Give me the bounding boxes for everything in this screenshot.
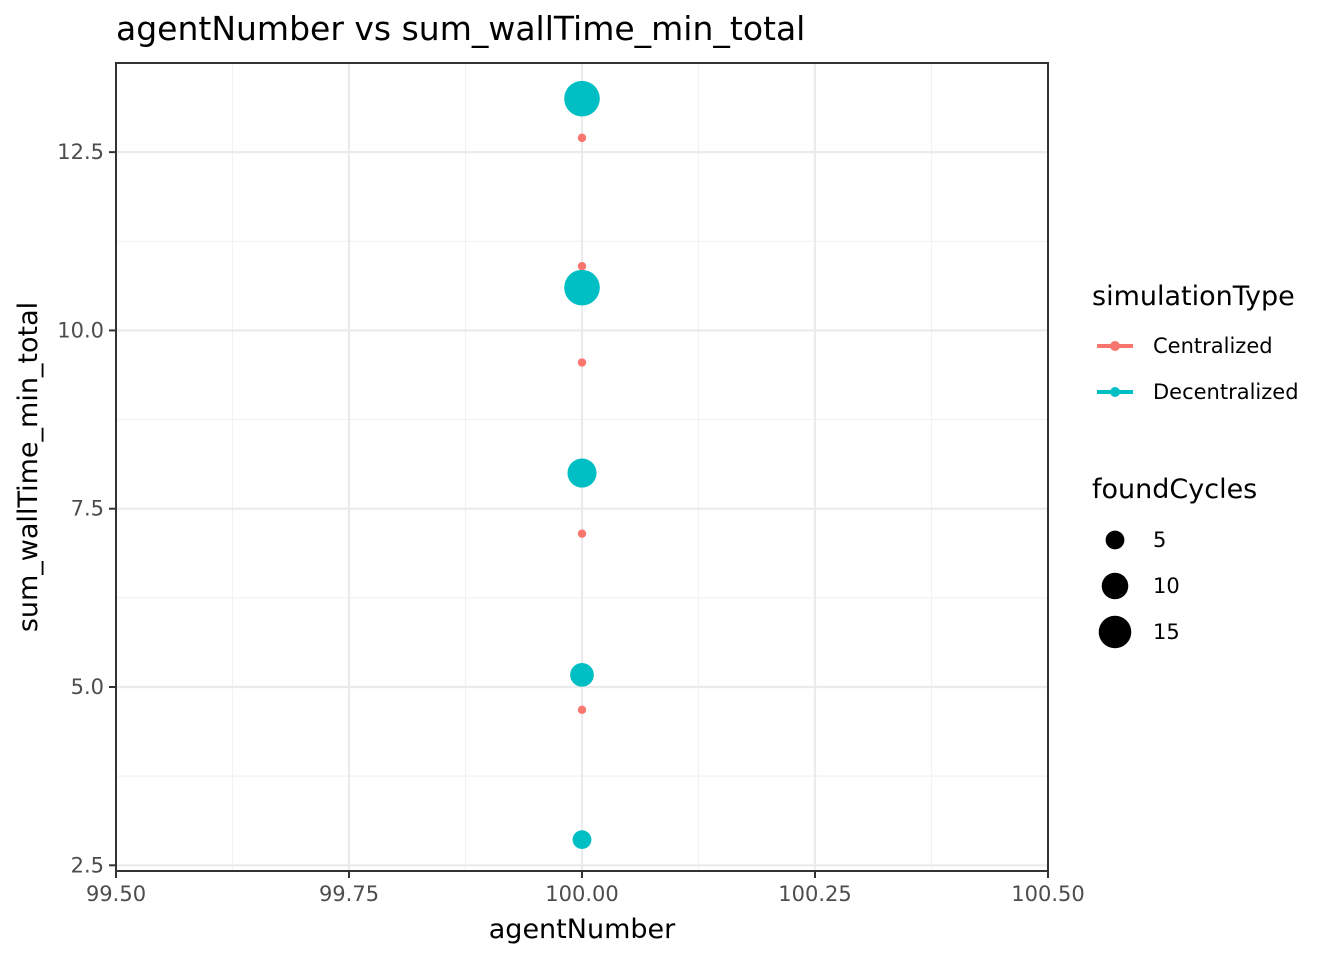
y-tick-label: 7.5	[71, 497, 104, 521]
x-tick-label: 100.50	[1011, 882, 1084, 906]
point-decentralized	[570, 663, 594, 687]
y-tick-label: 5.0	[71, 675, 104, 699]
legend-size-key	[1105, 530, 1125, 550]
legend-size-key	[1101, 572, 1129, 600]
point-centralized	[577, 705, 587, 715]
y-axis-ticks: 2.5 5.0 7.5 10.0 12.5	[57, 140, 116, 877]
point-centralized	[577, 262, 587, 271]
point-decentralized	[572, 830, 592, 850]
point-centralized	[577, 358, 587, 367]
legend-size-label: 5	[1153, 528, 1166, 552]
x-tick-label: 99.50	[86, 882, 146, 906]
y-tick-label: 10.0	[57, 318, 104, 342]
point-decentralized	[567, 458, 597, 488]
point-decentralized	[564, 80, 600, 117]
legend-size-key	[1098, 615, 1132, 649]
legend-color-label: Decentralized	[1153, 380, 1299, 404]
y-tick-label: 2.5	[71, 853, 104, 877]
x-axis-ticks: 99.50 99.75 100.00 100.25 100.50	[86, 871, 1085, 906]
y-axis-title: sum_wallTime_min_total	[13, 302, 44, 632]
point-centralized	[577, 133, 587, 143]
x-axis-title: agentNumber	[489, 914, 676, 945]
x-tick-label: 100.00	[545, 882, 618, 906]
legend-color-title: simulationType	[1092, 281, 1295, 312]
legend-color-label: Centralized	[1153, 334, 1273, 358]
legend-simulation-type: simulationType Centralized Decentralized	[1092, 281, 1299, 404]
point-centralized	[577, 529, 587, 538]
legend-size-label: 15	[1153, 620, 1180, 644]
x-tick-label: 99.75	[319, 882, 379, 906]
point-decentralized	[564, 269, 600, 306]
y-tick-label: 12.5	[57, 140, 104, 164]
legend-size-label: 10	[1153, 574, 1180, 598]
x-tick-label: 100.25	[778, 882, 851, 906]
legend-key-point	[1110, 387, 1120, 397]
chart-title: agentNumber vs sum_wallTime_min_total	[116, 9, 805, 48]
legend-found-cycles: foundCycles 5 10 15	[1092, 474, 1257, 649]
legend-key-point	[1110, 341, 1120, 351]
legend-size-title: foundCycles	[1092, 474, 1257, 505]
data-points	[564, 80, 600, 850]
